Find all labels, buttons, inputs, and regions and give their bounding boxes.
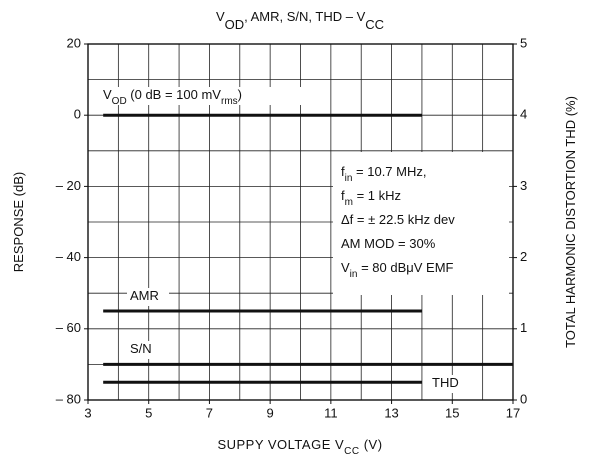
y2-axis-label: TOTAL HARMONIC DISTORTION THD (%)	[563, 96, 578, 348]
chart-title-part: OD	[225, 17, 245, 32]
annotation-box	[333, 152, 509, 295]
series-label: AMR	[130, 288, 159, 303]
annotation-line: fm = 1 kHz	[341, 188, 401, 208]
plot-frame	[87, 43, 514, 401]
annotation-line: AM MOD = 30%	[341, 236, 436, 251]
y2-tick-label: 4	[520, 107, 527, 122]
series-label-bg	[100, 87, 315, 105]
y2-tick-label: 0	[520, 391, 527, 406]
y-axis-label-part: RESPONSE (dB)	[11, 172, 26, 272]
annotation-line-part: = 80 dBμV EMF	[357, 260, 453, 275]
y-tick-label: – 40	[56, 249, 81, 264]
series-label-part: S/N	[130, 341, 152, 356]
series-label-part: V	[103, 87, 112, 102]
series-label-bg	[127, 341, 161, 359]
annotation-line-part: in	[345, 173, 353, 184]
series-label: VOD (0 dB = 100 mVrms)	[103, 87, 242, 107]
series-label: S/N	[130, 341, 152, 356]
y-tick-label: 0	[74, 107, 81, 122]
annotation-line-part: f	[341, 164, 345, 179]
annotation-line-part: m	[345, 197, 353, 208]
x-tick-label: 17	[506, 405, 520, 420]
annotation-line: Δf = ± 22.5 kHz dev	[341, 212, 455, 227]
series-label-part: rms	[221, 96, 238, 107]
x-axis-label-part: SUPPY VOLTAGE V	[217, 437, 344, 452]
series-label-bg	[429, 375, 465, 393]
annotation-line-part: AM MOD = 30%	[341, 236, 436, 251]
chart-title-part: CC	[365, 17, 384, 32]
series-label-bg	[127, 288, 169, 306]
series-label-part: THD	[432, 375, 459, 390]
x-tick-label: 13	[384, 405, 398, 420]
annotation-line-part: = 10.7 MHz,	[352, 164, 426, 179]
chart-title-part: V	[216, 9, 225, 24]
y-tick-label: – 20	[56, 178, 81, 193]
x-tick-label: 11	[324, 405, 338, 420]
x-axis-label-part: CC	[344, 446, 359, 457]
annotation-line: Vin = 80 dBμV EMF	[341, 260, 454, 280]
y2-tick-label: 3	[520, 178, 527, 193]
series-label-part: (0 dB = 100 mV	[127, 87, 222, 102]
annotation-line-part: in	[350, 269, 358, 280]
y2-axis-label-part: TOTAL HARMONIC DISTORTION THD (%)	[563, 96, 578, 348]
chart-title: VOD, AMR, S/N, THD – VCC	[216, 9, 384, 32]
annotation-line: fin = 10.7 MHz,	[341, 164, 426, 184]
y2-tick-label: 5	[520, 35, 527, 50]
series-label-part: AMR	[130, 288, 159, 303]
annotation-line-part: f	[341, 188, 345, 203]
x-tick-label: 3	[84, 405, 91, 420]
y-tick-label: – 80	[56, 391, 81, 406]
x-tick-label: 7	[206, 405, 213, 420]
x-tick-label: 15	[445, 405, 459, 420]
annotation-line-part: V	[341, 260, 350, 275]
y2-tick-label: 1	[520, 320, 527, 335]
x-axis-label-part: (V)	[360, 437, 383, 452]
y-tick-label: – 60	[56, 320, 81, 335]
x-tick-label: 5	[145, 405, 152, 420]
y-tick-label: 20	[67, 35, 81, 50]
series-label-part: OD	[112, 96, 127, 107]
x-tick-label: 9	[267, 405, 274, 420]
annotation-line-part: = 1 kHz	[353, 188, 401, 203]
series-label: THD	[432, 375, 459, 390]
y-axis-label: RESPONSE (dB)	[11, 172, 26, 272]
chart-title-part: , AMR, S/N, THD – V	[244, 9, 365, 24]
x-axis-label: SUPPY VOLTAGE VCC (V)	[217, 437, 382, 457]
y2-tick-label: 2	[520, 249, 527, 264]
annotation-line-part: Δf = ± 22.5 kHz dev	[341, 212, 455, 227]
series-label-part: )	[238, 87, 242, 102]
